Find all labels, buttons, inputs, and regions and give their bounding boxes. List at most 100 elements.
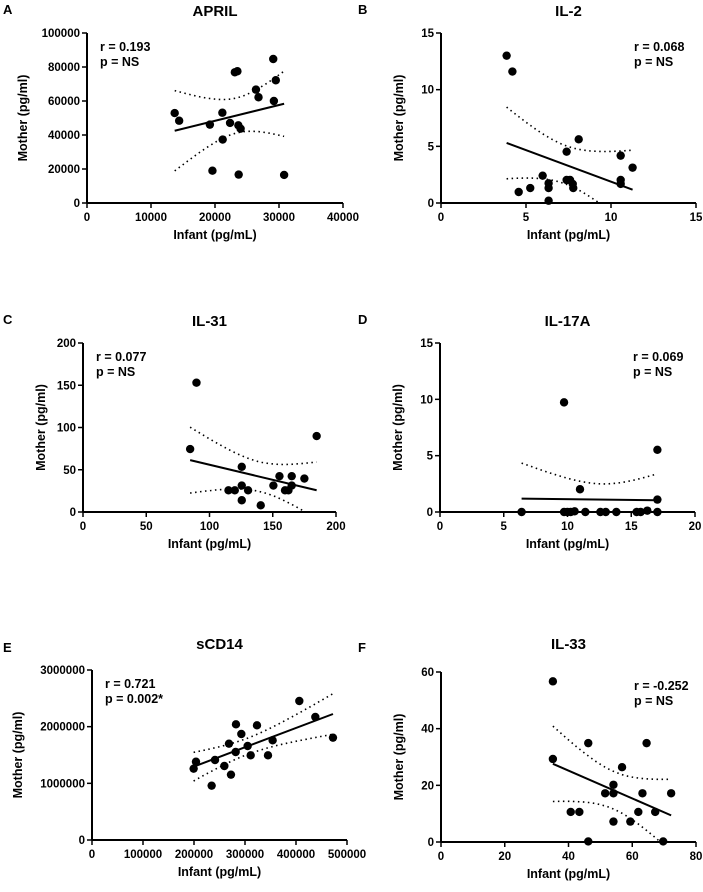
data-point [256, 501, 265, 510]
chart-title: APRIL [193, 3, 238, 20]
x-axis-label: Infant (pg/mL) [168, 537, 251, 551]
x-tick-label: 0 [84, 212, 90, 224]
x-tick-label: 30000 [263, 212, 295, 224]
data-point [263, 751, 273, 760]
data-point [584, 837, 593, 846]
data-point [312, 431, 321, 441]
data-point [174, 116, 184, 125]
y-tick-label: 0 [79, 835, 85, 847]
x-tick-label: 150 [263, 521, 282, 533]
data-point [226, 770, 236, 779]
x-tick-label: 0 [438, 212, 444, 224]
y-tick-label: 40 [421, 724, 434, 736]
x-tick-label: 20000 [199, 212, 231, 224]
x-tick-label: 0 [438, 851, 444, 863]
y-tick-label: 5 [428, 141, 435, 153]
y-tick-label: 0 [428, 837, 434, 849]
stat-text: r = -0.252 [634, 679, 689, 693]
data-point [269, 96, 279, 106]
data-point [628, 163, 637, 172]
ci-band-upper [189, 426, 317, 466]
data-point [233, 67, 242, 76]
data-point [287, 471, 296, 481]
data-point [642, 738, 651, 748]
x-axis-label: Infant (pg/mL) [178, 865, 261, 879]
x-tick-label: 200000 [175, 849, 213, 861]
x-tick-label: 300000 [226, 849, 264, 861]
y-axis-label: Mother (pg/ml) [16, 75, 30, 162]
y-tick-label: 5 [427, 451, 434, 463]
ci-band-upper [521, 462, 658, 485]
data-point [251, 85, 261, 94]
data-point [234, 170, 243, 179]
panel-A: A APRIL 0 10000 20000 30000 40000 0 20000 40000 60… [3, 2, 359, 242]
data-point [612, 507, 621, 517]
data-point [170, 108, 179, 118]
data-point [205, 120, 215, 129]
data-point [548, 677, 558, 686]
data-point [517, 507, 526, 517]
data-point [252, 721, 262, 730]
x-tick-label: 5 [501, 521, 508, 533]
y-axis-label: Mother (pg/ml) [391, 384, 405, 471]
y-axis-label: Mother (pg/ml) [392, 75, 406, 162]
data-point [246, 751, 255, 760]
data-point [600, 789, 610, 798]
ci-band-lower [506, 177, 600, 204]
panel-D: D IL-17A 0 5 10 15 20 0 5 10 15 Infant (pg/mL) Mothe… [358, 312, 701, 551]
data-point [570, 507, 579, 516]
data-point [616, 179, 625, 189]
x-tick-label: 10 [605, 212, 618, 224]
ci-band-upper [193, 693, 334, 754]
panel-letter: B [358, 2, 367, 17]
data-point [548, 754, 558, 764]
data-point [208, 166, 217, 175]
data-point [581, 507, 590, 517]
regression-line [521, 497, 658, 502]
panel-letter: E [3, 640, 12, 655]
regression-line [506, 141, 633, 191]
data-point [268, 736, 277, 745]
x-axis-label: Infant (pg/mL) [527, 228, 610, 242]
stat-text: r = 0.193 [100, 40, 150, 54]
x-tick-label: 20 [498, 851, 511, 863]
data-point [514, 187, 523, 197]
x-tick-label: 100 [200, 521, 219, 533]
y-tick-label: 1000000 [40, 778, 85, 790]
stat-text: p = NS [633, 365, 672, 379]
data-point [544, 183, 553, 193]
data-point [643, 506, 652, 515]
data-point [626, 817, 635, 826]
panel-F: F IL-33 0 20 40 60 80 0 20 40 60 Infant (pg/mL) Moth… [358, 636, 702, 881]
panel-B: B IL-2 0 5 10 15 0 5 10 15 Infant (pg/mL) Mother (p… [358, 2, 703, 242]
x-tick-label: 80 [690, 851, 703, 863]
data-point [609, 817, 618, 826]
chart-title: IL-2 [555, 3, 582, 20]
data-point [210, 755, 220, 765]
y-tick-label: 10 [421, 85, 434, 97]
y-tick-label: 80000 [48, 62, 80, 74]
data-point [609, 780, 618, 789]
panel-letter: A [3, 2, 13, 17]
y-tick-label: 0 [70, 507, 76, 519]
data-point [218, 135, 227, 144]
y-tick-label: 2000000 [40, 722, 85, 734]
data-point [584, 738, 593, 748]
ci-band-upper [174, 70, 285, 101]
x-tick-label: 0 [437, 521, 443, 533]
y-axis-label: Mother (pg/ml) [392, 714, 406, 801]
data-point [237, 462, 246, 471]
chart-title: sCD14 [196, 636, 243, 653]
data-point [185, 444, 195, 454]
data-point [601, 507, 610, 517]
data-point [231, 720, 241, 729]
data-point [569, 183, 578, 193]
ci-band-lower [552, 800, 660, 842]
x-tick-label: 40000 [327, 212, 359, 224]
data-point [575, 807, 584, 817]
x-tick-label: 0 [89, 849, 95, 861]
ci-band-lower [174, 130, 285, 172]
regression-line [174, 102, 285, 132]
stat-text: r = 0.721 [105, 677, 155, 691]
